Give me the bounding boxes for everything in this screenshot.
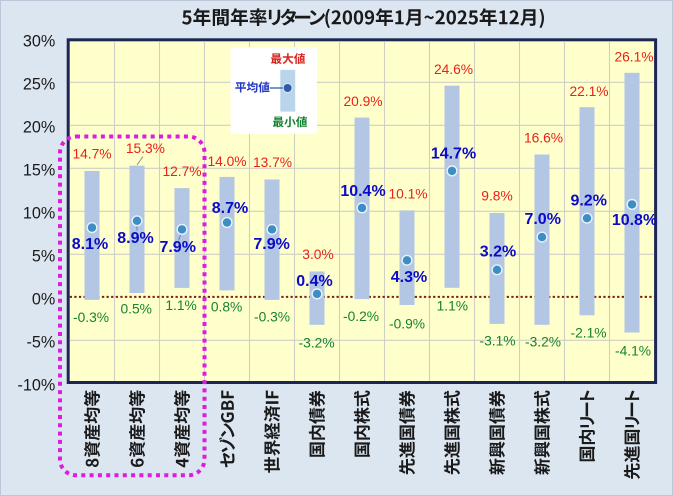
svg-text:30%: 30%: [23, 33, 55, 51]
svg-text:14.7%: 14.7%: [72, 147, 111, 162]
svg-text:-2.1%: -2.1%: [570, 326, 606, 341]
svg-text:24.6%: 24.6%: [434, 62, 473, 77]
svg-text:7.9%: 7.9%: [159, 239, 195, 256]
svg-text:8.9%: 8.9%: [117, 230, 153, 247]
svg-text:14.7%: 14.7%: [431, 145, 476, 162]
svg-text:13.7%: 13.7%: [253, 155, 292, 170]
svg-text:10.1%: 10.1%: [388, 186, 427, 201]
svg-text:-0.3%: -0.3%: [73, 310, 109, 325]
svg-text:16.6%: 16.6%: [524, 131, 563, 146]
svg-text:8.1%: 8.1%: [72, 236, 108, 253]
svg-text:-3.2%: -3.2%: [299, 336, 335, 351]
svg-text:25%: 25%: [23, 76, 55, 94]
svg-text:15.3%: 15.3%: [126, 141, 165, 156]
svg-text:-10%: -10%: [18, 377, 56, 395]
svg-text:26.1%: 26.1%: [614, 50, 653, 65]
svg-text:20%: 20%: [23, 119, 55, 137]
svg-text:3.0%: 3.0%: [302, 247, 333, 262]
svg-text:20.9%: 20.9%: [343, 94, 382, 109]
svg-text:-3.1%: -3.1%: [479, 333, 515, 348]
svg-text:0.5%: 0.5%: [120, 302, 151, 317]
svg-text:15%: 15%: [23, 162, 55, 180]
svg-text:0%: 0%: [32, 291, 55, 309]
svg-text:7.0%: 7.0%: [524, 211, 560, 228]
svg-text:14.0%: 14.0%: [207, 154, 246, 169]
svg-text:1.1%: 1.1%: [165, 298, 196, 313]
svg-text:-0.3%: -0.3%: [254, 310, 290, 325]
svg-text:9.8%: 9.8%: [481, 189, 512, 204]
svg-text:5%: 5%: [32, 248, 55, 266]
svg-text:12.7%: 12.7%: [162, 164, 201, 179]
svg-text:10%: 10%: [23, 205, 55, 223]
svg-text:-3.2%: -3.2%: [525, 334, 561, 349]
svg-text:0.8%: 0.8%: [211, 300, 242, 315]
svg-text:9.2%: 9.2%: [570, 193, 606, 210]
svg-text:10.8%: 10.8%: [612, 212, 657, 229]
svg-text:-0.2%: -0.2%: [343, 309, 379, 324]
svg-text:-4.1%: -4.1%: [615, 344, 651, 359]
svg-text:4.3%: 4.3%: [391, 269, 427, 286]
svg-text:22.1%: 22.1%: [569, 84, 608, 99]
svg-text:-5%: -5%: [27, 334, 56, 352]
svg-text:10.4%: 10.4%: [340, 183, 385, 200]
svg-text:3.2%: 3.2%: [480, 244, 516, 261]
svg-text:8.7%: 8.7%: [212, 200, 248, 217]
svg-text:7.9%: 7.9%: [253, 236, 289, 253]
svg-text:0.4%: 0.4%: [296, 273, 332, 290]
svg-text:1.1%: 1.1%: [437, 299, 468, 314]
svg-text:-0.9%: -0.9%: [389, 316, 425, 331]
